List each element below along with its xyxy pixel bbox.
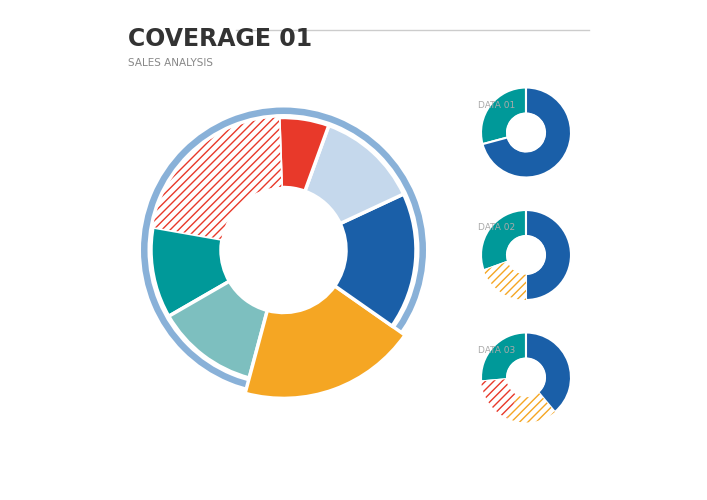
Wedge shape bbox=[481, 210, 526, 270]
Wedge shape bbox=[153, 118, 281, 239]
Text: DATA 02: DATA 02 bbox=[479, 224, 515, 232]
Text: COVERAGE 01: COVERAGE 01 bbox=[129, 28, 312, 52]
Wedge shape bbox=[169, 281, 267, 378]
Wedge shape bbox=[507, 392, 555, 422]
Circle shape bbox=[221, 188, 346, 312]
Wedge shape bbox=[526, 332, 571, 412]
Wedge shape bbox=[245, 286, 405, 399]
Wedge shape bbox=[334, 194, 416, 326]
Circle shape bbox=[507, 358, 545, 397]
Text: DATA 01: DATA 01 bbox=[479, 101, 515, 110]
Wedge shape bbox=[481, 332, 526, 382]
Text: SALES ANALYSIS: SALES ANALYSIS bbox=[129, 58, 214, 68]
Wedge shape bbox=[279, 118, 329, 192]
Wedge shape bbox=[483, 88, 571, 178]
Wedge shape bbox=[481, 379, 518, 418]
Wedge shape bbox=[151, 118, 284, 316]
Circle shape bbox=[507, 236, 545, 274]
Wedge shape bbox=[526, 210, 571, 300]
Wedge shape bbox=[305, 126, 404, 224]
Wedge shape bbox=[141, 108, 426, 393]
Text: DATA 03: DATA 03 bbox=[479, 346, 515, 355]
Wedge shape bbox=[481, 88, 526, 144]
Wedge shape bbox=[484, 262, 526, 300]
Circle shape bbox=[507, 114, 545, 152]
